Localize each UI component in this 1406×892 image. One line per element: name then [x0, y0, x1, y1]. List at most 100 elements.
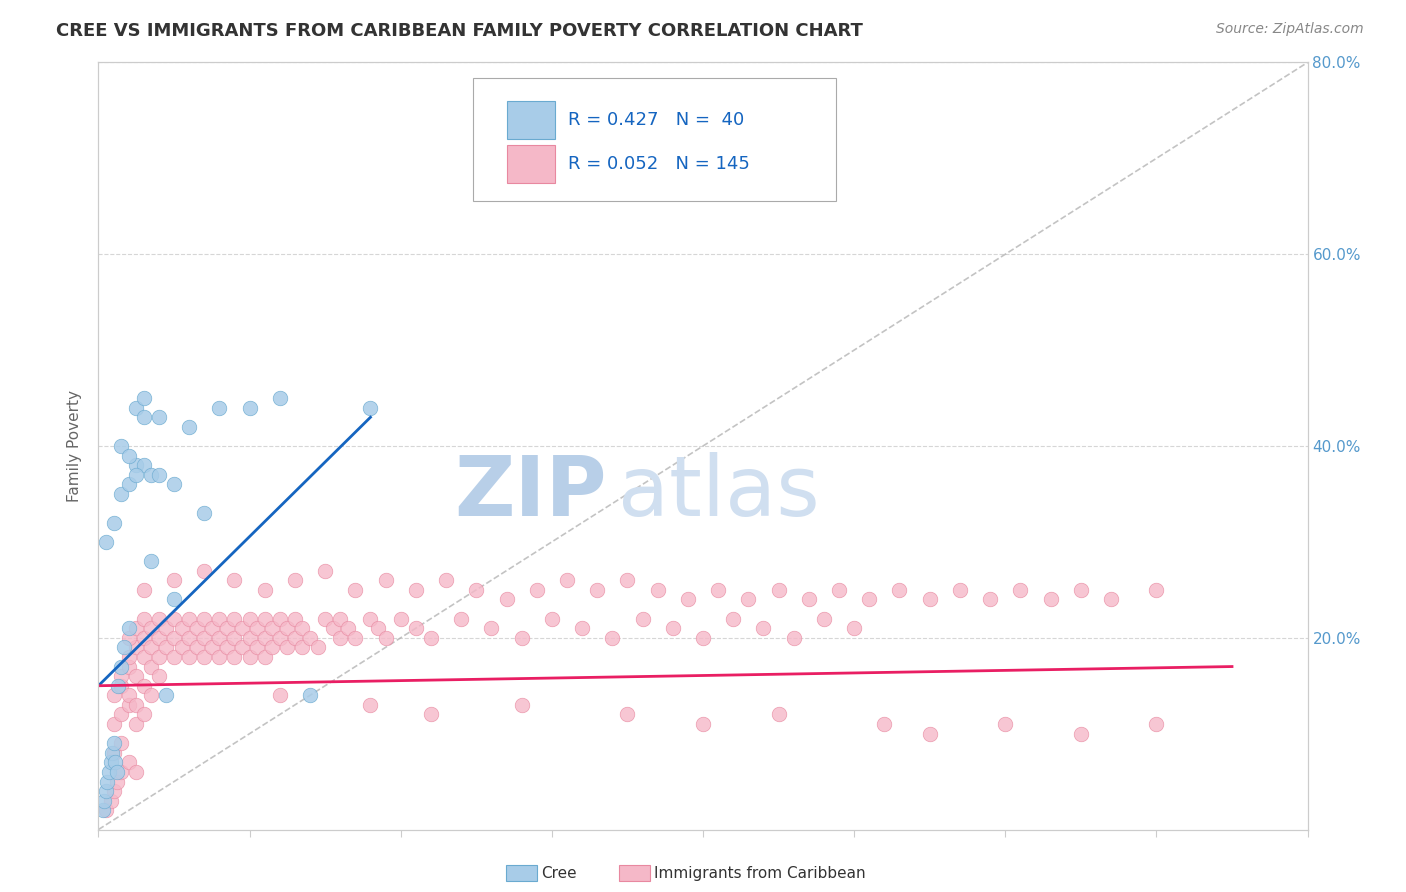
Point	[253, 631, 276, 645]
Point	[889, 582, 911, 597]
Point	[276, 640, 298, 655]
Point	[374, 631, 396, 645]
Point	[555, 573, 578, 587]
Point	[329, 612, 352, 626]
Point	[208, 649, 231, 664]
Point	[118, 689, 141, 703]
Point	[269, 631, 291, 645]
Point	[186, 640, 208, 655]
Point	[291, 621, 314, 635]
Point	[647, 582, 669, 597]
Point	[420, 707, 443, 722]
Text: Immigrants from Caribbean: Immigrants from Caribbean	[654, 866, 866, 880]
Point	[103, 746, 125, 760]
Point	[329, 631, 352, 645]
Point	[118, 698, 141, 712]
Point	[163, 592, 186, 607]
Point	[110, 707, 132, 722]
Point	[858, 592, 880, 607]
Point	[918, 726, 941, 740]
Point	[723, 612, 745, 626]
Point	[269, 391, 291, 405]
Point	[118, 621, 141, 635]
Point	[246, 621, 269, 635]
Text: ZIP: ZIP	[454, 451, 606, 533]
Point	[344, 631, 367, 645]
Point	[125, 401, 148, 415]
Point	[141, 659, 163, 673]
Point	[94, 804, 117, 818]
Point	[141, 640, 163, 655]
Point	[405, 621, 427, 635]
Point	[110, 659, 132, 673]
Point	[374, 573, 396, 587]
Point	[107, 679, 129, 693]
Point	[163, 477, 186, 491]
Point	[797, 592, 820, 607]
Point	[215, 640, 238, 655]
Point	[91, 804, 114, 818]
Point	[186, 621, 208, 635]
Point	[276, 621, 298, 635]
Point	[110, 669, 132, 683]
Point	[450, 612, 472, 626]
Point	[307, 640, 329, 655]
Point	[231, 621, 253, 635]
Point	[1039, 592, 1062, 607]
Point	[201, 640, 224, 655]
Point	[616, 573, 638, 587]
Point	[132, 612, 155, 626]
Point	[510, 631, 533, 645]
Point	[1099, 592, 1122, 607]
Point	[132, 631, 155, 645]
Point	[103, 784, 125, 798]
Text: R = 0.427   N =  40: R = 0.427 N = 40	[568, 111, 744, 129]
Point	[110, 765, 132, 780]
Bar	[508, 145, 555, 183]
Point	[125, 765, 148, 780]
Point	[208, 401, 231, 415]
Point	[132, 707, 155, 722]
Point	[284, 631, 307, 645]
Point	[239, 612, 262, 626]
Point	[336, 621, 359, 635]
Point	[208, 612, 231, 626]
Point	[141, 621, 163, 635]
Point	[125, 669, 148, 683]
Point	[208, 631, 231, 645]
Point	[132, 391, 155, 405]
Text: atlas: atlas	[619, 451, 820, 533]
Point	[125, 698, 148, 712]
Point	[571, 621, 593, 635]
Point	[179, 419, 201, 434]
Point	[118, 631, 141, 645]
Point	[284, 573, 307, 587]
Text: Cree: Cree	[541, 866, 576, 880]
Point	[201, 621, 224, 635]
Point	[132, 649, 155, 664]
Point	[132, 679, 155, 693]
Point	[367, 621, 389, 635]
Point	[148, 467, 170, 482]
Point	[103, 689, 125, 703]
Point	[707, 582, 730, 597]
Point	[299, 631, 322, 645]
Point	[783, 631, 806, 645]
Point	[510, 698, 533, 712]
Point	[132, 410, 155, 425]
Point	[737, 592, 759, 607]
Point	[193, 506, 215, 520]
Point	[100, 756, 122, 770]
Point	[239, 649, 262, 664]
Point	[179, 612, 201, 626]
Point	[616, 707, 638, 722]
Point	[253, 612, 276, 626]
Point	[170, 621, 193, 635]
Point	[1010, 582, 1032, 597]
Point	[360, 612, 382, 626]
Point	[676, 592, 699, 607]
Point	[125, 717, 148, 731]
Point	[94, 534, 117, 549]
Point	[148, 410, 170, 425]
Point	[299, 689, 322, 703]
